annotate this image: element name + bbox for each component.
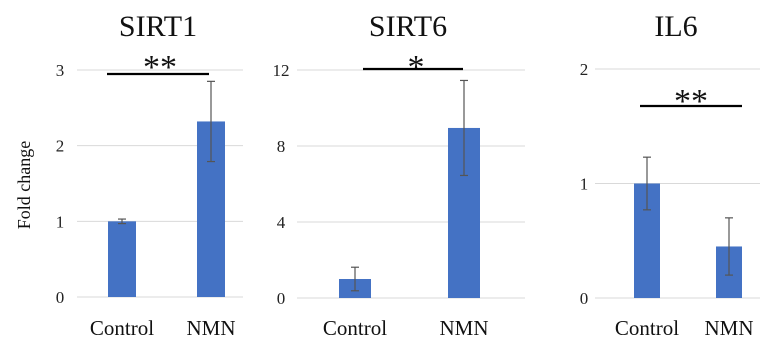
- category-label-nmn: NMN: [704, 316, 753, 340]
- chart-title: SIRT6: [369, 10, 447, 43]
- panel-il6: IL6 ** Control NMN: [615, 10, 754, 340]
- y-tick-label: 2: [56, 137, 65, 156]
- bar-control: [108, 221, 136, 297]
- significance-label: *: [408, 49, 425, 86]
- y-tick-label: 0: [56, 288, 65, 307]
- y-tick-label: 12: [273, 61, 290, 80]
- y-tick-label: 3: [56, 61, 65, 80]
- category-label-control: Control: [323, 316, 387, 340]
- panel-sirt6: SIRT6 * Control NMN: [323, 10, 489, 340]
- category-label-control: Control: [615, 316, 679, 340]
- y-tick-label: 1: [580, 175, 589, 194]
- y-tick-label: 8: [277, 137, 286, 156]
- category-label-nmn: NMN: [186, 316, 235, 340]
- y-tick-label: 0: [277, 289, 286, 308]
- significance-label: **: [674, 83, 708, 120]
- y-tick-label: 0: [580, 289, 589, 308]
- y-axis-label: Fold change: [14, 141, 34, 229]
- category-label-control: Control: [90, 316, 154, 340]
- y-tick-label: 2: [580, 60, 589, 79]
- significance-label: **: [143, 49, 177, 86]
- y-tick-label: 4: [277, 213, 286, 232]
- panel-sirt1: SIRT1 Fold change ** Control NMN: [14, 10, 236, 340]
- y-tick-label: 1: [56, 212, 65, 231]
- chart-title: IL6: [654, 10, 697, 43]
- chart-title: SIRT1: [119, 10, 197, 43]
- category-label-nmn: NMN: [439, 316, 488, 340]
